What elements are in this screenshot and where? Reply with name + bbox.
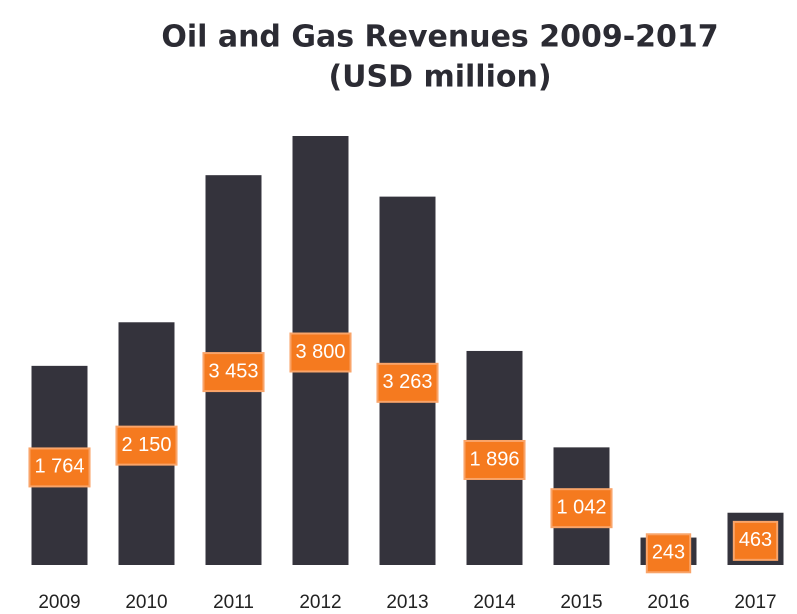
x-tick-label: 2013 (386, 592, 428, 613)
value-label: 3 453 (208, 360, 258, 382)
value-label: 3 263 (382, 371, 432, 393)
value-label-box (376, 362, 439, 403)
value-label: 3 800 (295, 341, 345, 363)
value-label: 1 764 (34, 456, 84, 478)
value-label: 243 (652, 542, 685, 564)
x-tick-label: 2011 (213, 592, 254, 613)
x-tick-label: 2009 (38, 592, 80, 613)
x-tick-label: 2010 (125, 592, 167, 613)
chart-title: Oil and Gas Revenues 2009-2017 (161, 20, 718, 55)
value-label-box (28, 447, 91, 488)
value-label-box (115, 425, 178, 466)
x-tick-label: 2012 (299, 592, 341, 613)
value-label-box (645, 533, 692, 574)
x-tick-label: 2016 (647, 592, 689, 613)
x-tick-label: 2014 (473, 592, 516, 613)
value-label: 1 896 (469, 448, 519, 470)
value-label-box (463, 439, 526, 480)
value-label: 2 150 (121, 434, 171, 456)
value-label-box (202, 352, 265, 393)
x-tick-label: 2015 (560, 592, 602, 613)
x-tick-label: 2017 (734, 592, 776, 613)
value-label-box (732, 520, 779, 561)
value-label-box (550, 488, 613, 529)
chart-subtitle: (USD million) (328, 60, 551, 95)
value-label: 1 042 (556, 496, 606, 518)
value-label-box (289, 332, 352, 373)
value-label: 463 (739, 529, 772, 551)
